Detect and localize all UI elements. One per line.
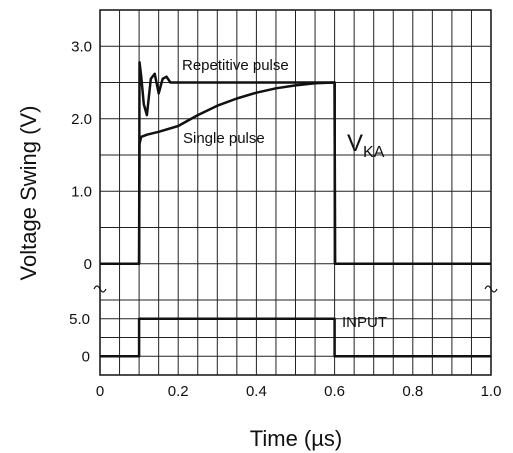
x-tick-label: 0.8 (402, 383, 423, 400)
y-tick-label: 3.0 (71, 38, 92, 55)
y-tick-label: 2.0 (71, 111, 92, 128)
y-tick-label: 5.0 (69, 311, 90, 328)
axis-break (93, 285, 498, 293)
x-axis-label: Time (µs) (250, 426, 343, 451)
axis-break-mark (484, 285, 498, 293)
x-tick-label: 0.6 (324, 383, 345, 400)
y-tick-label: 1.0 (71, 183, 92, 200)
y-tick-label: 0 (84, 256, 92, 273)
axis-break-mark (93, 285, 107, 293)
x-tick-label: 1.0 (481, 383, 502, 400)
x-tick-label: 0.4 (246, 383, 267, 400)
signal-label-subscript: KA (363, 144, 385, 161)
series-layer (100, 60, 491, 358)
annotation-single-pulse: Single pulse (183, 130, 265, 147)
x-tick-label: 0.2 (168, 383, 189, 400)
signal-label-main: V (347, 130, 363, 157)
x-tick-label: 0 (96, 383, 104, 400)
series-repetitive-pulse (100, 60, 491, 266)
series-input (100, 317, 491, 358)
y-axis-label: Voltage Swing (V) (16, 106, 41, 281)
tick-labels: 0 0.2 0.4 0.6 0.8 1.0 0 1.0 2.0 3.0 0 5.0 (69, 38, 501, 400)
grid (99, 9, 492, 376)
annotation-input: INPUT (342, 314, 387, 331)
annotation-repetitive-pulse: Repetitive pulse (182, 57, 289, 74)
y-tick-label: 0 (82, 348, 90, 365)
signal-label-vka: VKA (347, 130, 385, 161)
